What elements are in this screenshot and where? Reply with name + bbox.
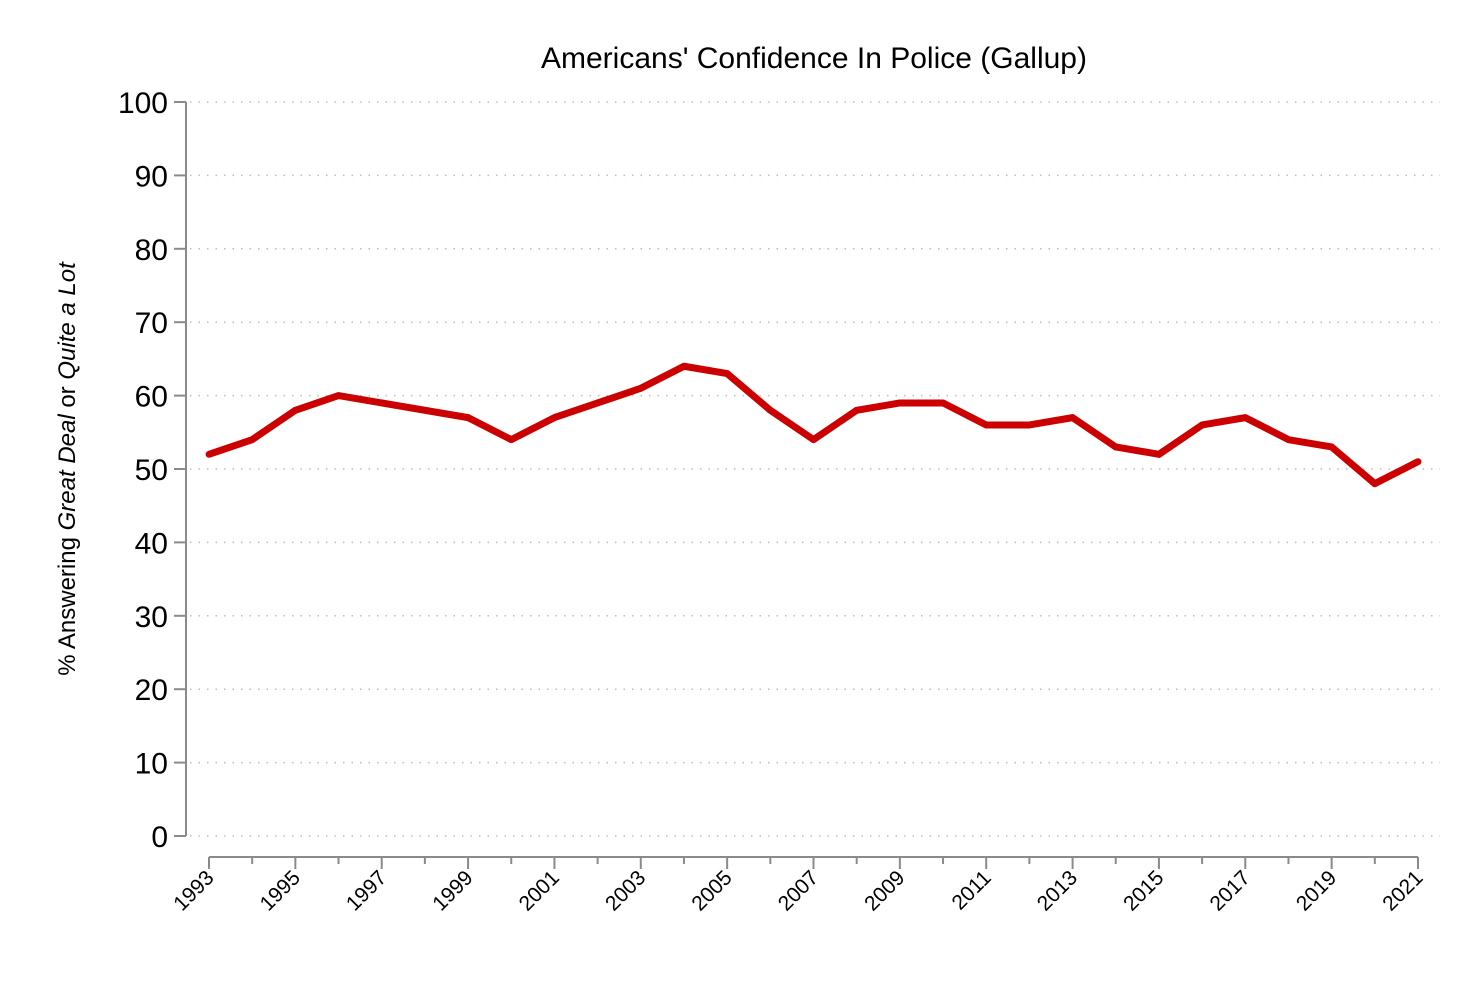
data-point-2009	[896, 399, 904, 407]
x-tick-label-2005: 2005	[687, 866, 736, 915]
y-axis-label-italic-2: Quite a Lot	[54, 261, 81, 380]
data-point-2007	[810, 436, 817, 444]
x-tick-label-1999: 1999	[428, 866, 477, 915]
data-point-2004	[680, 362, 688, 370]
x-tick-label-1993: 1993	[169, 866, 218, 915]
y-axis-label-middle: or	[54, 380, 81, 415]
data-point-2006	[766, 406, 774, 414]
data-point-2010	[939, 399, 947, 407]
data-point-2017	[1241, 414, 1249, 422]
x-tick-label-2019: 2019	[1292, 866, 1341, 915]
gridlines	[190, 101, 1440, 837]
data-point-2001	[551, 414, 558, 422]
y-axis: 0 10 20 30 40 50 60 70 80 90 100	[118, 87, 187, 854]
y-tick-label-10: 10	[135, 748, 168, 781]
y-axis-label: % Answering Great Deal or Quite a Lot	[54, 261, 81, 676]
x-tick-label-2015: 2015	[1119, 866, 1168, 915]
x-tick-label-2009: 2009	[860, 866, 909, 915]
data-point-2008	[853, 406, 861, 414]
data-point-2021	[1414, 458, 1422, 466]
x-tick-label-2021: 2021	[1378, 866, 1427, 915]
y-tick-label-30: 30	[135, 601, 168, 634]
x-tick-label-2003: 2003	[601, 866, 650, 915]
y-tick-label-60: 60	[135, 381, 168, 414]
y-tick-label-80: 80	[135, 234, 168, 267]
x-tick-label-1997: 1997	[342, 866, 391, 915]
data-point-2019	[1328, 443, 1336, 451]
data-point-1993	[205, 450, 213, 458]
y-tick-label-0: 0	[151, 821, 168, 854]
x-tick-label-2011: 2011	[948, 866, 996, 914]
series-line-0	[207, 362, 1420, 488]
data-point-2003	[637, 384, 645, 392]
y-tick-label-100: 100	[118, 87, 168, 120]
data-point-2016	[1198, 421, 1206, 429]
data-point-2012	[1025, 421, 1033, 429]
data-point-2018	[1285, 436, 1292, 444]
chart-title: Americans' Confidence In Police (Gallup)	[541, 42, 1087, 75]
x-tick-label-2001: 2001	[515, 866, 564, 915]
data-point-1994	[248, 436, 256, 444]
data-point-2011	[982, 421, 990, 429]
x-tick-label-2013: 2013	[1033, 866, 1082, 915]
y-tick-label-20: 20	[135, 674, 168, 707]
data-point-1995	[291, 406, 299, 414]
data-point-1999	[464, 414, 472, 422]
y-tick-label-50: 50	[135, 454, 168, 487]
data-point-2013	[1069, 414, 1076, 422]
y-tick-label-90: 90	[135, 160, 168, 193]
x-axis: 1993 1995 1997 1999 2001 2003 2005 2007 2009 2011…	[169, 856, 1428, 916]
x-tick-label-1995: 1995	[256, 866, 305, 915]
data-point-2020	[1371, 480, 1379, 488]
data-point-2015	[1155, 450, 1163, 458]
y-axis-label-italic-1: Great Deal	[54, 414, 81, 531]
series-layer	[205, 362, 1422, 488]
data-point-2000	[507, 436, 515, 444]
y-tick-label-70: 70	[135, 307, 168, 340]
data-point-1996	[335, 392, 342, 399]
x-tick-label-2017: 2017	[1206, 866, 1255, 915]
y-tick-label-40: 40	[135, 527, 168, 560]
data-point-2005	[723, 370, 731, 377]
x-tick-label-2007: 2007	[774, 866, 823, 915]
y-axis-label-prefix: % Answering	[54, 530, 81, 675]
data-point-2014	[1112, 443, 1120, 451]
